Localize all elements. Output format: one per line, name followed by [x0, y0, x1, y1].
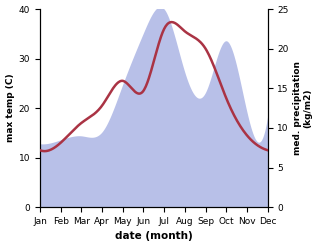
Y-axis label: max temp (C): max temp (C) — [5, 74, 15, 143]
X-axis label: date (month): date (month) — [115, 231, 193, 242]
Y-axis label: med. precipitation
(kg/m2): med. precipitation (kg/m2) — [293, 61, 313, 155]
